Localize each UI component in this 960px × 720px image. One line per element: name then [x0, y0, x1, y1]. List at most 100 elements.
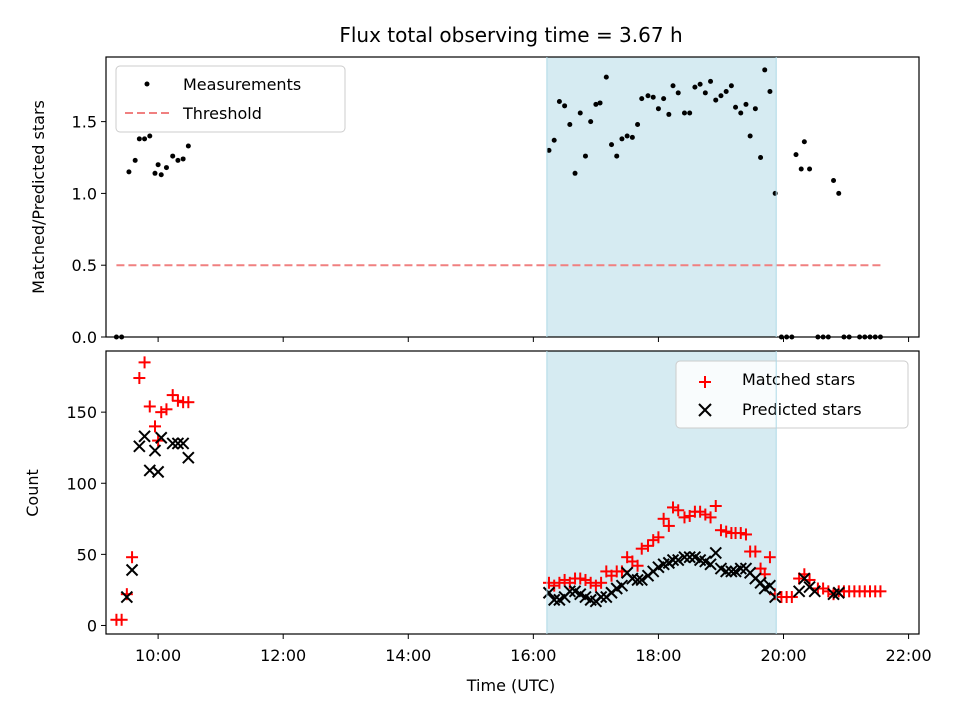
- predicted-point: [171, 437, 185, 450]
- predicted-point: [683, 550, 696, 564]
- measurement-point: [142, 136, 148, 142]
- measurement-point: [728, 83, 734, 89]
- predicted-point: [148, 444, 162, 457]
- matched-point: [678, 511, 691, 524]
- measurement-point: [158, 172, 164, 178]
- bottom-y-tick-label: 100: [66, 474, 97, 493]
- measurement-point: [831, 177, 837, 183]
- bottom-y-tick-label: 50: [77, 545, 97, 564]
- x-tick-label: 14:00: [385, 646, 431, 665]
- matched-point: [635, 542, 648, 555]
- matched-point: [709, 500, 722, 513]
- matched-point: [595, 576, 608, 589]
- predicted-point: [678, 550, 691, 564]
- matched-point: [160, 403, 173, 416]
- measurement-point: [687, 110, 693, 116]
- measurement-point: [629, 134, 635, 140]
- measurement-point: [562, 103, 568, 109]
- legend-predicted-label: Predicted stars: [742, 400, 862, 419]
- predicted-point: [734, 562, 747, 575]
- top-y-tick-label: 1.5: [72, 113, 97, 132]
- predicted-point: [704, 558, 717, 571]
- predicted-point: [832, 586, 845, 599]
- matched-point: [166, 389, 179, 402]
- measurement-point: [767, 88, 773, 94]
- predicted-point: [808, 585, 821, 598]
- matched-point: [171, 394, 184, 407]
- legend-measurements-label: Measurements: [183, 75, 301, 94]
- measurement-point: [609, 142, 615, 148]
- measurement-point: [624, 133, 630, 139]
- matched-point: [558, 573, 571, 586]
- top-plot-frame: [105, 56, 920, 338]
- matched-point: [874, 585, 887, 598]
- bottom-y-axis-label: Count: [23, 469, 42, 517]
- measurement-point: [132, 157, 138, 163]
- predicted-point: [635, 573, 648, 587]
- measurement-point: [175, 157, 181, 163]
- x-tick-label: 10:00: [135, 646, 181, 665]
- measurement-point: [666, 111, 672, 117]
- matched-point: [763, 551, 776, 564]
- measurement-point: [752, 106, 758, 112]
- top-shaded-interval: [546, 57, 777, 337]
- predicted-point: [719, 565, 733, 578]
- bottom-panel: 0 50 100 150 10:00 12:00 14:00 16:00 18:00 20:00…: [23, 350, 932, 695]
- measurement-point: [567, 121, 573, 127]
- predicted-point: [768, 590, 782, 604]
- measurement-point: [708, 78, 714, 84]
- legend-matched-label: Matched stars: [742, 370, 855, 389]
- top-y-tick-label: 0.0: [72, 328, 97, 347]
- matched-point: [542, 576, 555, 589]
- matched-point: [126, 551, 139, 564]
- measurement-point: [747, 133, 753, 139]
- measurement-point: [582, 153, 588, 159]
- predicted-point: [155, 431, 168, 444]
- measurement-point: [136, 136, 142, 142]
- matched-point: [657, 512, 670, 525]
- legend-predicted-marker: [698, 403, 712, 417]
- measurement-point: [614, 153, 620, 159]
- legend-matched-marker: [699, 376, 711, 388]
- measurement-point: [661, 96, 667, 102]
- legend-threshold-label: Threshold: [182, 104, 262, 123]
- measurement-point: [723, 88, 729, 94]
- predicted-point: [615, 579, 629, 592]
- measurement-point: [718, 93, 724, 99]
- predicted-point: [542, 586, 556, 599]
- predicted-point: [182, 451, 195, 464]
- measurement-point: [692, 84, 698, 90]
- predicted-point: [792, 585, 806, 598]
- measurement-point: [670, 83, 676, 89]
- measurement-point: [603, 74, 609, 80]
- matched-point: [785, 591, 798, 604]
- measurement-point: [801, 139, 807, 145]
- measurement-point: [572, 170, 578, 176]
- matched-point: [642, 539, 654, 552]
- matched-point: [574, 572, 587, 585]
- matched-point: [694, 505, 707, 518]
- measurement-point: [635, 121, 641, 127]
- measurement-point: [650, 94, 656, 100]
- matched-point: [133, 372, 146, 385]
- matched-point: [739, 528, 752, 541]
- measurement-point: [772, 190, 778, 196]
- measurement-point: [556, 99, 562, 105]
- matched-point: [662, 519, 675, 532]
- predicted-point: [631, 573, 644, 587]
- measurement-point: [619, 136, 625, 142]
- predicted-point: [563, 585, 577, 598]
- measurement-point: [738, 110, 744, 116]
- matched-point: [553, 576, 566, 589]
- bottom-legend: Matched stars Predicted stars: [675, 360, 909, 429]
- predicted-point: [133, 440, 146, 453]
- measurement-point: [645, 93, 651, 99]
- predicted-point: [754, 576, 767, 590]
- bottom-y-tick-label: 150: [66, 403, 97, 422]
- top-legend-box: [115, 65, 346, 133]
- predicted-point: [125, 563, 139, 577]
- predicted-point: [547, 593, 561, 607]
- matched-point: [720, 525, 733, 538]
- measurement-point: [152, 170, 158, 176]
